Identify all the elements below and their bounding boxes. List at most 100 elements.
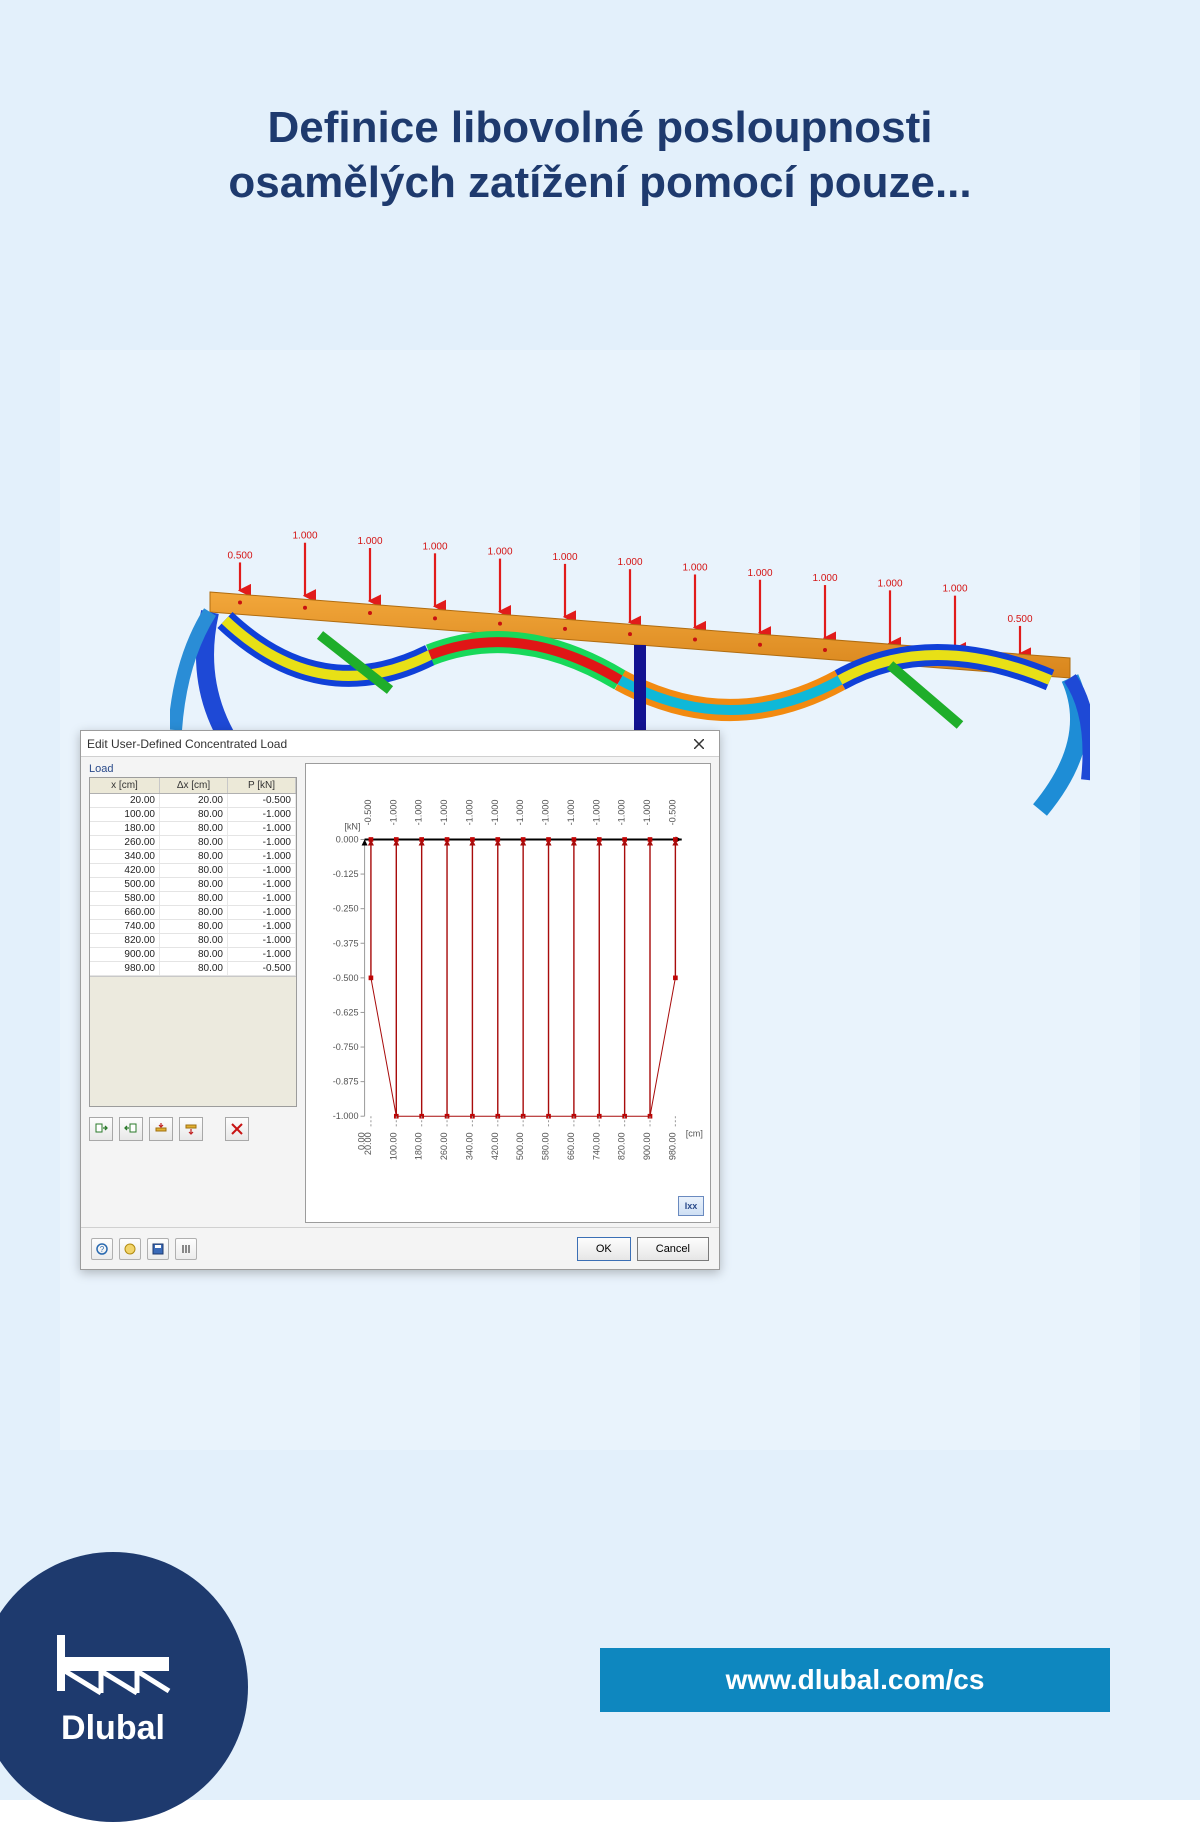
svg-text:820.00: 820.00 <box>617 1132 627 1160</box>
dialog-titlebar[interactable]: Edit User-Defined Concentrated Load <box>81 731 719 757</box>
svg-text:260.00: 260.00 <box>439 1132 449 1160</box>
svg-text:1.000: 1.000 <box>877 578 902 589</box>
help-button[interactable]: ? <box>91 1238 113 1260</box>
table-cell[interactable]: 80.00 <box>160 864 228 877</box>
table-row[interactable]: 100.0080.00-1.000 <box>90 808 296 822</box>
table-row[interactable]: 340.0080.00-1.000 <box>90 850 296 864</box>
svg-text:420.00: 420.00 <box>490 1132 500 1160</box>
svg-text:0.500: 0.500 <box>1007 614 1032 625</box>
table-cell[interactable]: 580.00 <box>90 892 160 905</box>
svg-text:-0.125: -0.125 <box>333 869 359 879</box>
table-cell[interactable]: 80.00 <box>160 836 228 849</box>
svg-text:1.000: 1.000 <box>292 531 317 542</box>
table-cell[interactable]: -1.000 <box>228 864 296 877</box>
table-cell[interactable]: 180.00 <box>90 822 160 835</box>
import-row-icon <box>124 1122 138 1136</box>
table-cell[interactable]: -1.000 <box>228 878 296 891</box>
table-row[interactable]: 900.0080.00-1.000 <box>90 948 296 962</box>
table-row[interactable]: 740.0080.00-1.000 <box>90 920 296 934</box>
table-cell[interactable]: -1.000 <box>228 948 296 961</box>
dialog-title: Edit User-Defined Concentrated Load <box>87 737 287 751</box>
delete-row-button[interactable] <box>179 1117 203 1141</box>
table-cell[interactable]: -1.000 <box>228 934 296 947</box>
url-box[interactable]: www.dlubal.com/cs <box>600 1648 1110 1712</box>
table-cell[interactable]: 740.00 <box>90 920 160 933</box>
table-cell[interactable]: 80.00 <box>160 920 228 933</box>
save-button[interactable] <box>147 1238 169 1260</box>
table-cell[interactable]: -1.000 <box>228 850 296 863</box>
table-cell[interactable]: -1.000 <box>228 836 296 849</box>
table-cell[interactable]: 80.00 <box>160 948 228 961</box>
table-cell[interactable]: -1.000 <box>228 906 296 919</box>
insert-row-button[interactable] <box>149 1117 173 1141</box>
import-row-button[interactable] <box>119 1117 143 1141</box>
table-cell[interactable]: 80.00 <box>160 892 228 905</box>
svg-text:1.000: 1.000 <box>747 568 772 579</box>
dialog-body: Load x [cm] Δx [cm] P [kN] 20.0020.00-0.… <box>81 757 719 1227</box>
settings-button[interactable] <box>175 1238 197 1260</box>
table-cell[interactable]: 420.00 <box>90 864 160 877</box>
table-cell[interactable]: 100.00 <box>90 808 160 821</box>
table-row[interactable]: 660.0080.00-1.000 <box>90 906 296 920</box>
ok-button[interactable]: OK <box>577 1237 631 1261</box>
help-icon: ? <box>96 1243 108 1255</box>
edit-load-dialog: Edit User-Defined Concentrated Load Load… <box>80 730 720 1270</box>
svg-text:100.00: 100.00 <box>388 1132 398 1160</box>
load-table[interactable]: x [cm] Δx [cm] P [kN] 20.0020.00-0.50010… <box>89 777 297 1107</box>
svg-text:-0.750: -0.750 <box>333 1042 359 1052</box>
table-cell[interactable]: -1.000 <box>228 892 296 905</box>
svg-text:980.00: 980.00 <box>667 1132 677 1160</box>
table-cell[interactable]: 80.00 <box>160 850 228 863</box>
table-rows[interactable]: 20.0020.00-0.500100.0080.00-1.000180.008… <box>90 794 296 976</box>
table-row[interactable]: 820.0080.00-1.000 <box>90 934 296 948</box>
table-cell[interactable]: 80.00 <box>160 934 228 947</box>
table-cell[interactable]: 20.00 <box>160 794 228 807</box>
table-row[interactable]: 580.0080.00-1.000 <box>90 892 296 906</box>
table-cell[interactable]: 340.00 <box>90 850 160 863</box>
table-cell[interactable]: 260.00 <box>90 836 160 849</box>
svg-text:0.500: 0.500 <box>227 550 252 561</box>
load-graph: [kN]0.000-0.125-0.250-0.375-0.500-0.625-… <box>305 763 711 1223</box>
cancel-button[interactable]: Cancel <box>637 1237 709 1261</box>
table-cell[interactable]: 500.00 <box>90 878 160 891</box>
settings-icon <box>180 1243 192 1255</box>
table-cell[interactable]: -1.000 <box>228 808 296 821</box>
close-button[interactable] <box>685 734 713 754</box>
library-button[interactable] <box>119 1238 141 1260</box>
table-row[interactable]: 420.0080.00-1.000 <box>90 864 296 878</box>
table-cell[interactable]: -1.000 <box>228 822 296 835</box>
svg-text:740.00: 740.00 <box>591 1132 601 1160</box>
table-cell[interactable]: 820.00 <box>90 934 160 947</box>
table-cell[interactable]: -1.000 <box>228 920 296 933</box>
table-row[interactable]: 20.0020.00-0.500 <box>90 794 296 808</box>
table-cell[interactable]: -0.500 <box>228 962 296 975</box>
info-button[interactable]: Ixx <box>678 1196 704 1216</box>
table-row[interactable]: 260.0080.00-1.000 <box>90 836 296 850</box>
table-blank-area[interactable] <box>90 976 296 1106</box>
table-cell[interactable]: -0.500 <box>228 794 296 807</box>
table-cell[interactable]: 80.00 <box>160 808 228 821</box>
svg-text:-1.000: -1.000 <box>541 800 551 826</box>
table-cell[interactable]: 660.00 <box>90 906 160 919</box>
svg-text:-1.000: -1.000 <box>414 800 424 826</box>
table-row[interactable]: 980.0080.00-0.500 <box>90 962 296 976</box>
svg-text:-1.000: -1.000 <box>439 800 449 826</box>
table-toolbar <box>89 1117 299 1141</box>
table-cell[interactable]: 80.00 <box>160 822 228 835</box>
export-row-button[interactable] <box>89 1117 113 1141</box>
svg-text:-0.875: -0.875 <box>333 1077 359 1087</box>
svg-text:-0.500: -0.500 <box>333 973 359 983</box>
table-cell[interactable]: 20.00 <box>90 794 160 807</box>
content-panel: 0.5001.0001.0001.0001.0001.0001.0001.000… <box>60 350 1140 1450</box>
clear-button[interactable] <box>225 1117 249 1141</box>
close-icon <box>694 739 704 749</box>
table-cell[interactable]: 80.00 <box>160 906 228 919</box>
table-cell[interactable]: 980.00 <box>90 962 160 975</box>
table-row[interactable]: 180.0080.00-1.000 <box>90 822 296 836</box>
table-cell[interactable]: 80.00 <box>160 962 228 975</box>
table-row[interactable]: 500.0080.00-1.000 <box>90 878 296 892</box>
insert-row-icon <box>154 1122 168 1136</box>
table-cell[interactable]: 80.00 <box>160 878 228 891</box>
clear-icon <box>230 1122 244 1136</box>
table-cell[interactable]: 900.00 <box>90 948 160 961</box>
